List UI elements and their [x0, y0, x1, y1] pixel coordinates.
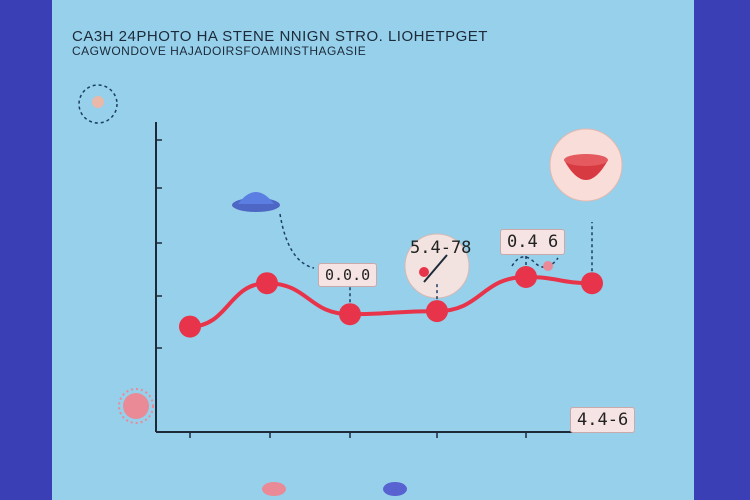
data-point [581, 272, 603, 295]
legend-swatch-a [262, 482, 286, 496]
data-point [426, 300, 448, 323]
callout-connectors [279, 213, 593, 315]
connector-line [279, 213, 315, 269]
chart-canvas: CA3H 24PHOTO HA STENE NNIGN STRO. LIOHET… [52, 0, 694, 500]
decor-bowl-icon [549, 128, 623, 202]
legend [262, 482, 407, 496]
data-point [179, 315, 201, 338]
decor-virus-icon [118, 388, 154, 424]
callout-label: 0.0.0 [318, 263, 378, 287]
legend-swatch-b [383, 482, 407, 496]
series-layer [179, 266, 603, 338]
callout-label: 4.4-6 [570, 407, 636, 433]
decor-hat-icon [232, 192, 280, 212]
data-point [515, 266, 537, 288]
data-point [256, 272, 278, 295]
tick-marks [156, 139, 527, 438]
decor-squiggle-icon [511, 256, 559, 271]
decor-hand-icon [404, 233, 470, 299]
chart-subtitle: CAGWONDOVE HAJADOIRSFOAMINSTHAGASIE [72, 44, 367, 58]
line-chart [78, 84, 623, 496]
data-point [339, 303, 361, 326]
chart-title: CA3H 24PHOTO HA STENE NNIGN STRO. LIOHET… [72, 28, 488, 45]
callout-label: 5.4-78 [410, 238, 472, 258]
callout-label: 0.4 6 [500, 229, 566, 255]
decor-top-left-icon [78, 84, 118, 124]
